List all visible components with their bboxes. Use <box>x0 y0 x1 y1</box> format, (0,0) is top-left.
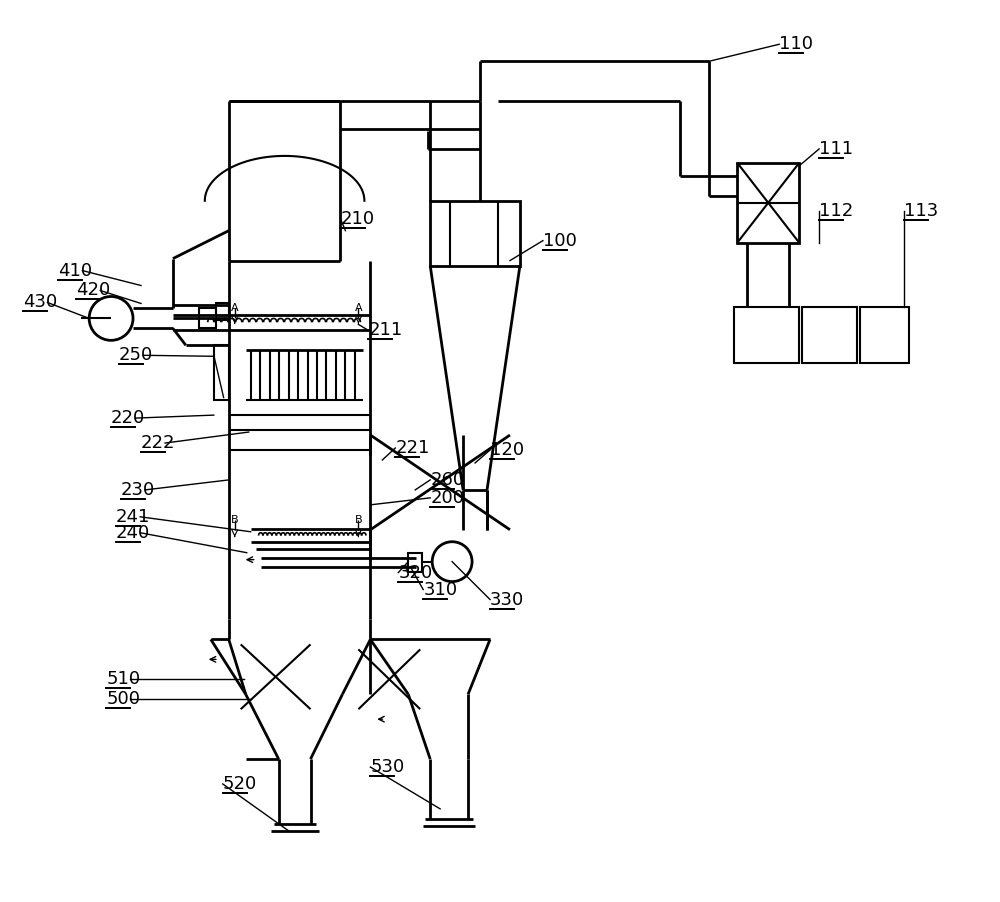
Text: 200: 200 <box>430 489 464 507</box>
Text: 520: 520 <box>223 775 257 793</box>
Bar <box>802 308 857 364</box>
Text: 310: 310 <box>423 581 457 599</box>
Bar <box>737 163 799 243</box>
Bar <box>214 345 229 400</box>
Text: 230: 230 <box>121 481 155 499</box>
Bar <box>408 553 422 572</box>
Text: 222: 222 <box>141 434 176 452</box>
Text: 500: 500 <box>106 690 140 708</box>
Text: 120: 120 <box>490 441 524 459</box>
Text: A: A <box>231 303 239 313</box>
Text: 530: 530 <box>370 758 405 776</box>
Text: 260: 260 <box>430 471 464 489</box>
Text: 210: 210 <box>340 210 375 227</box>
Text: 110: 110 <box>779 35 813 53</box>
Text: 111: 111 <box>819 140 853 158</box>
Text: 410: 410 <box>58 262 92 280</box>
Text: 100: 100 <box>543 232 577 250</box>
Text: 221: 221 <box>395 439 430 457</box>
Bar <box>860 308 909 364</box>
Text: 420: 420 <box>76 281 110 299</box>
Bar <box>199 308 216 328</box>
Text: 240: 240 <box>116 524 150 542</box>
Bar <box>430 201 520 265</box>
Text: A: A <box>355 303 362 313</box>
Text: 510: 510 <box>106 670 140 688</box>
Bar <box>216 303 229 320</box>
Text: 220: 220 <box>111 410 145 428</box>
Text: 430: 430 <box>23 293 58 311</box>
Text: 211: 211 <box>368 321 403 339</box>
Bar <box>734 308 799 364</box>
Text: B: B <box>231 515 239 525</box>
Text: B: B <box>355 515 362 525</box>
Text: 113: 113 <box>904 202 938 220</box>
Text: 241: 241 <box>116 508 150 526</box>
Text: 250: 250 <box>119 346 153 364</box>
Text: 320: 320 <box>398 564 433 582</box>
Text: 330: 330 <box>490 591 524 609</box>
Text: 112: 112 <box>819 202 853 220</box>
